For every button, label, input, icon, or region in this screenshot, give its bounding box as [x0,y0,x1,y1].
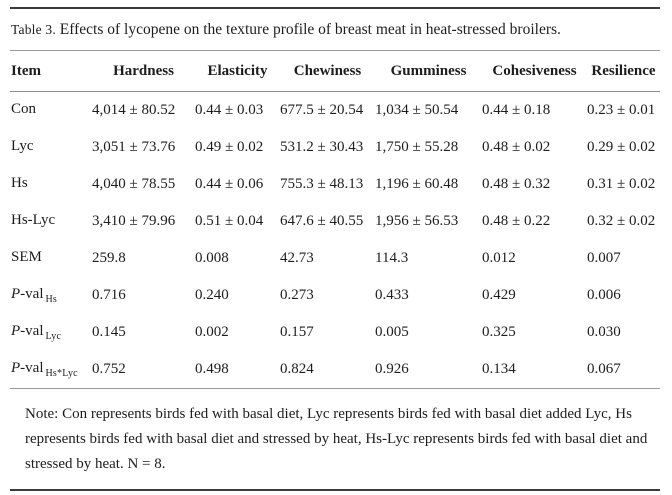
table-cell: 0.012 [482,250,516,266]
table-cell: 0.32 ± 0.02 [587,213,656,229]
table-cell: 0.23 ± 0.01 [587,102,656,118]
row-label-main: -val [20,286,44,302]
table-cell: 1,750 ± 55.28 [375,139,459,155]
header-row: Item Hardness Elasticity Chewiness Gummi… [10,51,660,92]
row-label: Hs [10,166,92,203]
table-cell: 42.73 [280,250,314,266]
table-cell: 0.29 ± 0.02 [587,139,656,155]
table-cell: 677.5 ± 20.54 [280,102,364,118]
table-cell: 0.48 ± 0.32 [482,176,551,192]
column-header-resilience: Resilience [587,51,660,92]
table-cell: 0.433 [375,287,409,303]
table-cell: 0.51 ± 0.04 [195,213,264,229]
table-cell: 531.2 ± 30.43 [280,139,364,155]
table-cell: 1,956 ± 56.53 [375,213,459,229]
results-table: Item Hardness Elasticity Chewiness Gummi… [10,51,660,388]
table-cell: 0.005 [375,324,409,340]
table-cell: 0.134 [482,361,516,377]
table-cell: 755.3 ± 48.13 [280,176,364,192]
table-cell: 0.44 ± 0.03 [195,102,264,118]
table-cell: 0.716 [92,287,126,303]
table-cell: 0.49 ± 0.02 [195,139,264,155]
row-label: P-val Lyc [10,314,92,351]
row-label: P-val Hs*Lyc [10,351,92,388]
row-label-subscript: Hs*Lyc [45,368,78,379]
table-cell: 114.3 [375,250,409,266]
table-cell: 0.498 [195,361,229,377]
table-cell: 647.6 ± 40.55 [280,213,364,229]
table-caption-text: Effects of lycopene on the texture profi… [59,21,561,38]
row-label: P-val Hs [10,277,92,314]
table-cell: 0.429 [482,287,516,303]
table-footnote: Note: Con represents birds fed with basa… [25,406,648,472]
row-label: SEM [10,240,92,277]
row-label-main: Lyc [11,138,34,154]
row-label: Con [10,92,92,130]
table-row-pval-lyc: P-val Lyc 0.145 0.002 0.157 0.005 0.325 0… [10,314,660,351]
row-label-main: SEM [11,249,42,265]
table-cell: 0.48 ± 0.22 [482,213,551,229]
top-rule [10,7,660,9]
table-row-lyc: Lyc 3,051 ± 73.76 0.49 ± 0.02 531.2 ± 30… [10,129,660,166]
table-cell: 0.030 [587,324,621,340]
row-label-main: Hs-Lyc [11,212,56,228]
table-cell: 1,196 ± 60.48 [375,176,459,192]
bottom-rule [10,489,660,491]
table-row-hs: Hs 4,040 ± 78.55 0.44 ± 0.06 755.3 ± 48.… [10,166,660,203]
row-label-italic: P [11,286,21,302]
column-header-item: Item [10,51,92,92]
table-cell: 0.44 ± 0.18 [482,102,551,118]
row-label: Hs-Lyc [10,203,92,240]
table-cell: 0.273 [280,287,314,303]
table-cell: 0.240 [195,287,229,303]
table-row-pval-hs: P-val Hs 0.716 0.240 0.273 0.433 0.429 0.… [10,277,660,314]
table-cell: 0.31 ± 0.02 [587,176,656,192]
column-header-hardness: Hardness [92,51,195,92]
table-cell: 0.007 [587,250,621,266]
caption-divider-rule [10,50,660,51]
table-cell: 259.8 [92,250,126,266]
table-cell: 0.002 [195,324,229,340]
row-label-subscript: Lyc [45,331,62,342]
table-row-con: Con 4,014 ± 80.52 0.44 ± 0.03 677.5 ± 20… [10,92,660,130]
table-cell: 4,040 ± 78.55 [92,176,176,192]
table-row-sem: SEM 259.8 0.008 42.73 114.3 0.012 0.007 [10,240,660,277]
row-label-italic: P [11,323,21,339]
table-caption: Table 3. Effects of lycopene on the text… [10,9,660,50]
row-label: Lyc [10,129,92,166]
table-cell: 0.48 ± 0.02 [482,139,551,155]
table-cell: 0.157 [280,324,314,340]
column-header-cohesiveness: Cohesiveness [482,51,587,92]
table-row-hs-lyc: Hs-Lyc 3,410 ± 79.96 0.51 ± 0.04 647.6 ±… [10,203,660,240]
table-cell: 0.008 [195,250,229,266]
table-cell: 0.067 [587,361,621,377]
column-header-elasticity: Elasticity [195,51,280,92]
table-cell: 0.824 [280,361,314,377]
table-bottom-rule [10,388,660,389]
row-label-main: Hs [11,175,28,191]
table-cell: 0.44 ± 0.06 [195,176,264,192]
table-cell: 1,034 ± 50.54 [375,102,459,118]
table-cell: 3,051 ± 73.76 [92,139,176,155]
row-label-main: -val [20,323,44,339]
row-label-main: -val [20,360,44,376]
table-cell: 3,410 ± 79.96 [92,213,176,229]
table-cell: 0.752 [92,361,126,377]
column-header-chewiness: Chewiness [280,51,375,92]
table-cell: 4,014 ± 80.52 [92,102,176,118]
table-number: Table 3. [11,22,56,37]
table-cell: 0.006 [587,287,621,303]
column-header-gumminess: Gumminess [375,51,482,92]
table-cell: 0.145 [92,324,126,340]
table-row-pval-hs-lyc: P-val Hs*Lyc 0.752 0.498 0.824 0.926 0.13… [10,351,660,388]
row-label-italic: P [11,360,21,376]
row-label-main: Con [11,101,37,117]
row-label-subscript: Hs [45,294,58,305]
table-cell: 0.325 [482,324,516,340]
table-cell: 0.926 [375,361,409,377]
